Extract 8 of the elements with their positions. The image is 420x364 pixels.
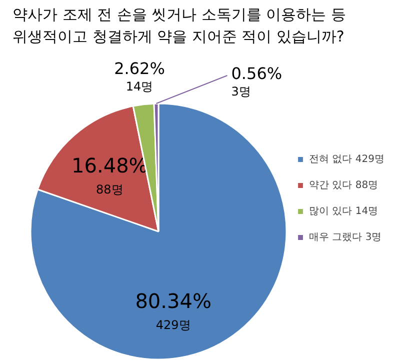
legend-label: 매우 그랬다 3명 (309, 231, 382, 244)
chart-title: 약사가 조제 전 손을 씻거나 소독기를 이용하는 등 위생적이고 청결하게 약을 지어준 적이 있습니까? (12, 6, 346, 46)
data-label: 0.56% 3명 (231, 64, 282, 99)
data-label: 80.34% 429명 (135, 288, 212, 332)
legend-label: 약간 있다 88명 (309, 179, 378, 192)
legend-label: 전혀 없다 429명 (309, 153, 384, 166)
legend-label: 많이 있다 14명 (309, 205, 378, 218)
data-label: 2.62% 14명 (114, 58, 165, 94)
